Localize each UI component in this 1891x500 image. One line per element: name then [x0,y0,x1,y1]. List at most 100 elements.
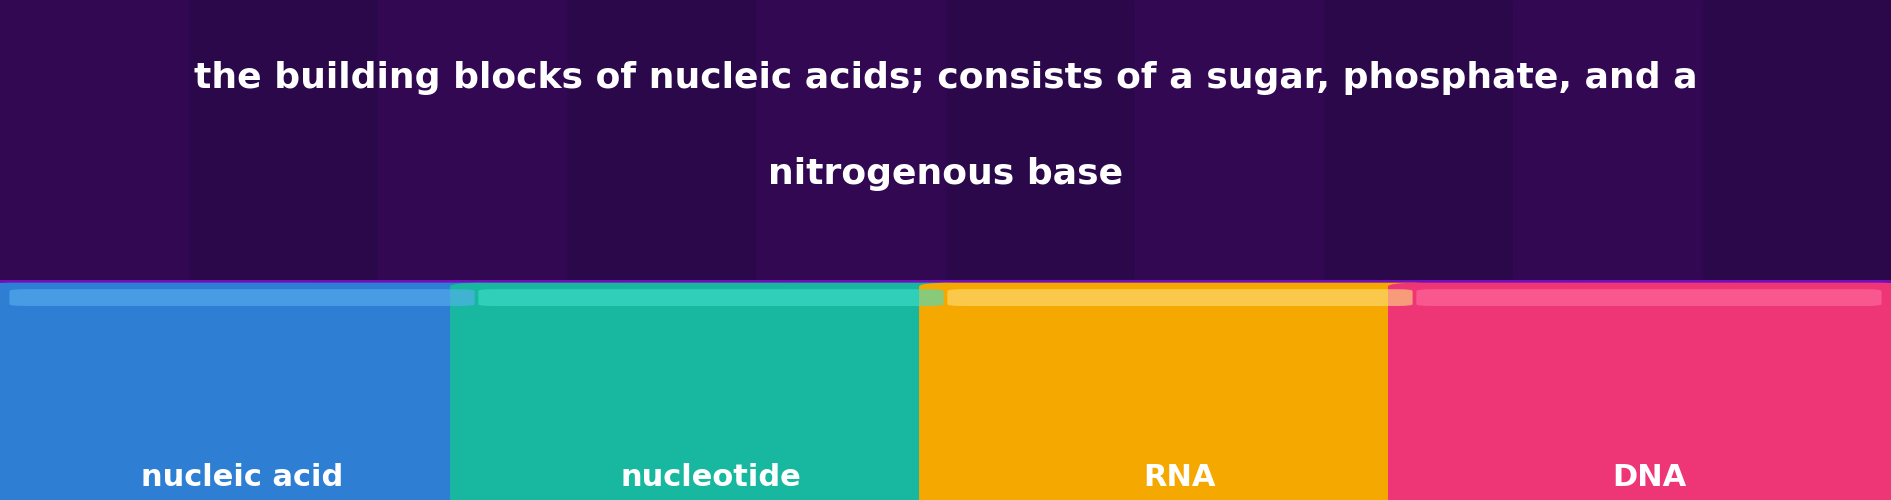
Bar [0,492,1891,494]
Bar [320,328,469,355]
Bar [320,266,469,293]
Bar [946,0,1135,280]
Bar [1422,328,1571,355]
Bar [1738,266,1887,293]
Bar [0,359,1891,360]
Bar [0,304,1891,305]
Bar [0,289,1891,290]
Bar [0,468,1891,469]
Bar [1265,296,1414,324]
Text: DNA: DNA [1611,464,1687,492]
Bar [0,437,1891,438]
Bar [0,319,1891,320]
Bar [1738,296,1887,324]
Bar [0,316,1891,318]
Bar [0,464,1891,465]
Bar [0,404,1891,406]
Bar [0,421,1891,422]
Bar [0,371,1891,372]
Bar [0,447,1891,448]
Bar [0,416,1891,417]
Bar [0,398,1891,399]
Bar [0,341,1891,342]
Bar [0,350,1891,351]
Bar [0,294,1891,296]
Bar [0,340,1891,341]
Bar [0,480,1891,481]
Bar [0,372,1891,373]
Bar [0,476,1891,478]
Bar [477,358,626,386]
Bar [0,473,1891,474]
Bar [0,472,1891,473]
Bar [633,328,785,355]
Bar [0,438,1891,439]
Bar [792,328,942,355]
Bar [0,315,1891,316]
Bar [0,408,1891,409]
Bar [0,310,1891,311]
Bar [633,266,785,293]
Bar [0,354,1891,355]
Bar [0,487,1891,488]
Bar [0,312,1891,313]
Bar [0,343,1891,344]
Bar [0,482,1891,483]
Bar [1135,0,1324,280]
Bar [0,445,1891,446]
Bar [320,358,469,386]
Bar [0,462,1891,464]
Bar [0,321,1891,322]
Bar [0,342,1891,343]
Bar [0,308,1891,310]
Bar [0,363,1891,364]
Bar [0,426,1891,428]
Text: nucleotide: nucleotide [620,464,802,492]
Bar [161,328,312,355]
Bar [0,414,1891,415]
Bar [0,401,1891,402]
Bar [0,370,1891,371]
Bar [0,440,1891,442]
Bar [0,320,1891,321]
Bar [1702,0,1891,280]
Bar [477,296,626,324]
Bar [792,296,942,324]
Bar [1422,266,1571,293]
Bar [633,358,785,386]
Bar [0,335,1891,336]
Bar [0,470,1891,472]
Bar [0,314,1891,315]
Bar [0,302,1891,304]
Bar [0,382,1891,384]
Bar [1265,266,1414,293]
Bar [0,478,1891,480]
Bar [477,328,626,355]
Bar [1265,358,1414,386]
Bar [0,333,1891,334]
Bar [0,349,1891,350]
Bar [0,395,1891,396]
Bar [0,326,1891,327]
Bar [567,0,756,280]
Bar [4,358,153,386]
Bar [0,348,1891,349]
Bar [0,400,1891,401]
Bar [0,385,1891,386]
Bar [320,296,469,324]
Bar [0,368,1891,370]
Bar [1579,266,1730,293]
Bar [0,486,1891,487]
Bar [1422,358,1571,386]
Bar [161,358,312,386]
Bar [0,466,1891,467]
Bar [0,432,1891,434]
Bar [0,374,1891,376]
Bar [0,286,1891,288]
FancyBboxPatch shape [0,282,503,500]
Text: RNA: RNA [1144,464,1216,492]
Bar [0,360,1891,362]
Bar [949,358,1099,386]
Bar [0,392,1891,393]
Bar [0,491,1891,492]
